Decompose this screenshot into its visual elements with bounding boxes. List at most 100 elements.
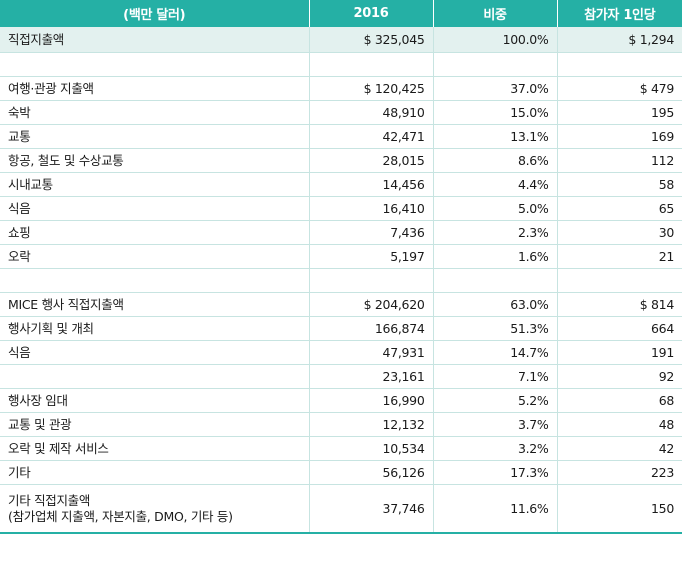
row-label: 교통 [0,124,309,149]
row-share [432,268,557,293]
row-share: 13.1% [432,124,557,149]
row-per-participant: 112 [556,148,682,173]
row-label: 숙박 [0,100,309,125]
row-per-participant: 58 [556,172,682,197]
row-label-text: 항공, 철도 및 수상교통 [8,152,124,168]
row-label: 식음 [0,196,309,221]
row-per-participant: 664 [556,316,682,341]
row-share: 5.0% [432,196,557,221]
row-per-participant: 42 [556,436,682,461]
table-row: 교통 및 관광 12,132 3.7% 48 [0,412,682,437]
row-per-participant: 30 [556,220,682,245]
row-label-text: 행사기획 및 개최 [8,320,94,336]
row-label: 기타 직접지출액 (참가업체 지출액, 자본지출, DMO, 기타 등) [0,484,309,534]
header-per-participant: 참가자 1인당 [556,0,682,27]
row-share: 3.7% [432,412,557,437]
row-per-participant: 48 [556,412,682,437]
row-label-text: 교통 및 관광 [8,416,72,432]
row-label [0,364,309,389]
table-row: 직접지출액 $ 325,045 100.0% $ 1,294 [0,26,682,53]
table-row [0,268,682,293]
row-value-2016: 28,015 [308,148,433,173]
row-per-participant: $ 814 [556,292,682,317]
row-label: 오락 및 제작 서비스 [0,436,309,461]
row-value-2016: $ 120,425 [308,76,433,101]
row-value-2016 [308,268,433,293]
header-share: 비중 [432,0,557,27]
table-row: 23,161 7.1% 92 [0,364,682,389]
row-label: 여행·관광 지출액 [0,76,309,101]
row-per-participant: 68 [556,388,682,413]
row-share: 1.6% [432,244,557,269]
row-share [432,52,557,77]
row-share: 100.0% [432,26,557,53]
row-share: 37.0% [432,76,557,101]
row-label-text: 식음 [8,344,31,360]
row-value-2016: 47,931 [308,340,433,365]
table-row: 오락 및 제작 서비스 10,534 3.2% 42 [0,436,682,461]
row-per-participant: 169 [556,124,682,149]
row-label [0,52,309,77]
row-per-participant: $ 479 [556,76,682,101]
row-per-participant: 195 [556,100,682,125]
row-label-text: 기타 직접지출액 [8,492,91,508]
row-label: 행사장 임대 [0,388,309,413]
row-share: 63.0% [432,292,557,317]
row-label-text: 식음 [8,200,31,216]
table-row: MICE 행사 직접지출액 $ 204,620 63.0% $ 814 [0,292,682,317]
row-label-text: 오락 및 제작 서비스 [8,440,109,456]
header-year: 2016 [308,0,433,27]
row-label: 기타 [0,460,309,485]
row-label [0,268,309,293]
row-value-2016: 16,410 [308,196,433,221]
row-label: 쇼핑 [0,220,309,245]
table-header-row: (백만 달러) 2016 비중 참가자 1인당 [0,0,682,27]
row-label-text: 직접지출액 [8,31,65,47]
row-share: 17.3% [432,460,557,485]
row-value-2016: 48,910 [308,100,433,125]
table-row: 여행·관광 지출액 $ 120,425 37.0% $ 479 [0,76,682,101]
row-per-participant: 150 [556,484,682,534]
row-per-participant: 191 [556,340,682,365]
row-value-2016: 5,197 [308,244,433,269]
row-label: 식음 [0,340,309,365]
row-per-participant: 21 [556,244,682,269]
row-label: 오락 [0,244,309,269]
row-label-text: 오락 [8,248,31,264]
row-value-2016: $ 325,045 [308,26,433,53]
row-share: 51.3% [432,316,557,341]
row-label-text: MICE 행사 직접지출액 [8,296,124,312]
spending-table: (백만 달러) 2016 비중 참가자 1인당 직접지출액 $ 325,045 10… [0,0,682,534]
table-row: 기타 56,126 17.3% 223 [0,460,682,485]
row-per-participant: 65 [556,196,682,221]
row-share: 7.1% [432,364,557,389]
table-row: 식음 47,931 14.7% 191 [0,340,682,365]
row-label: 행사기획 및 개최 [0,316,309,341]
row-label: 교통 및 관광 [0,412,309,437]
row-share: 2.3% [432,220,557,245]
row-label: 직접지출액 [0,26,309,53]
table-row: 행사기획 및 개최 166,874 51.3% 664 [0,316,682,341]
table-row: 시내교통 14,456 4.4% 58 [0,172,682,197]
table-row: 항공, 철도 및 수상교통 28,015 8.6% 112 [0,148,682,173]
row-value-2016: 16,990 [308,388,433,413]
row-share: 15.0% [432,100,557,125]
table-row: 기타 직접지출액 (참가업체 지출액, 자본지출, DMO, 기타 등) 37,74… [0,484,682,534]
row-value-2016: 23,161 [308,364,433,389]
table-row: 식음 16,410 5.0% 65 [0,196,682,221]
row-value-2016: 166,874 [308,316,433,341]
row-label: 항공, 철도 및 수상교통 [0,148,309,173]
table-row: 오락 5,197 1.6% 21 [0,244,682,269]
table-row: 교통 42,471 13.1% 169 [0,124,682,149]
row-label-subtext: (참가업체 지출액, 자본지출, DMO, 기타 등) [8,508,233,524]
row-share: 5.2% [432,388,557,413]
row-value-2016: 56,126 [308,460,433,485]
row-value-2016: 12,132 [308,412,433,437]
row-per-participant: 92 [556,364,682,389]
row-share: 3.2% [432,436,557,461]
row-value-2016: 14,456 [308,172,433,197]
row-label-text: 시내교통 [8,176,53,192]
table-row: 행사장 임대 16,990 5.2% 68 [0,388,682,413]
row-label: MICE 행사 직접지출액 [0,292,309,317]
row-label-text: 숙박 [8,104,31,120]
